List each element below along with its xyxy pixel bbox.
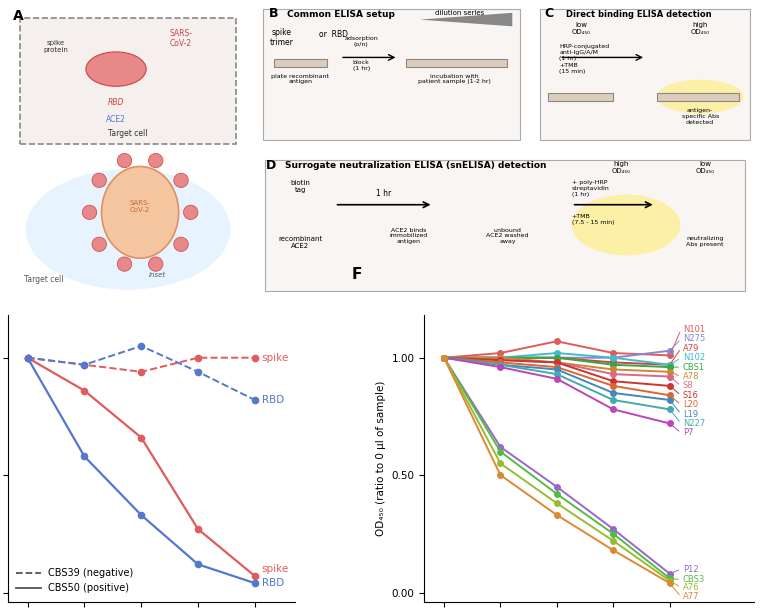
Text: low
OD₄₅₀: low OD₄₅₀ xyxy=(572,22,591,35)
Ellipse shape xyxy=(174,237,188,252)
Text: plate recombinant
antigen: plate recombinant antigen xyxy=(271,74,329,85)
Text: HRP-conjugated
anti-IgG/A/M
(1 hr): HRP-conjugated anti-IgG/A/M (1 hr) xyxy=(559,44,610,61)
Text: SARS-
CoV-2: SARS- CoV-2 xyxy=(130,200,151,213)
Text: S8: S8 xyxy=(683,381,693,390)
Text: high
OD₄₅₀: high OD₄₅₀ xyxy=(612,162,630,174)
FancyBboxPatch shape xyxy=(265,160,744,291)
FancyBboxPatch shape xyxy=(20,18,236,143)
Text: spike: spike xyxy=(261,353,289,363)
Text: Common ELISA setup: Common ELISA setup xyxy=(287,10,395,19)
Text: Surrogate neutralization ELISA (snELISA) detection: Surrogate neutralization ELISA (snELISA)… xyxy=(285,162,547,170)
Text: RBD: RBD xyxy=(261,395,284,405)
Circle shape xyxy=(101,167,178,258)
Text: F: F xyxy=(351,267,362,282)
Text: 1 hr: 1 hr xyxy=(376,189,392,198)
Text: neutralizing
Abs present: neutralizing Abs present xyxy=(687,236,724,247)
Legend: CBS39 (negative), CBS50 (positive): CBS39 (negative), CBS50 (positive) xyxy=(12,564,138,597)
Ellipse shape xyxy=(82,205,97,219)
Text: +TMB
(7.5 - 15 min): +TMB (7.5 - 15 min) xyxy=(572,214,614,225)
Text: C: C xyxy=(544,7,553,21)
Ellipse shape xyxy=(92,173,107,187)
Text: spike: spike xyxy=(261,564,289,574)
Ellipse shape xyxy=(149,257,163,271)
Text: incubation with
patient sample (1-2 hr): incubation with patient sample (1-2 hr) xyxy=(418,74,491,85)
Text: S16: S16 xyxy=(683,391,699,400)
Text: + poly-HRP
streptavidin
(1 hr): + poly-HRP streptavidin (1 hr) xyxy=(572,181,610,197)
Ellipse shape xyxy=(26,170,230,289)
Text: inset: inset xyxy=(149,272,165,278)
FancyBboxPatch shape xyxy=(539,9,750,140)
Text: high
OD₄₅₀: high OD₄₅₀ xyxy=(690,22,709,35)
Text: A77: A77 xyxy=(683,592,700,601)
Text: or  RBD: or RBD xyxy=(319,30,347,40)
Ellipse shape xyxy=(174,173,188,187)
Y-axis label: OD₄₅₀ (ratio to 0 μl of sample): OD₄₅₀ (ratio to 0 μl of sample) xyxy=(376,381,386,536)
FancyBboxPatch shape xyxy=(549,92,613,101)
Ellipse shape xyxy=(149,153,163,168)
Text: unbound
ACE2 washed
away: unbound ACE2 washed away xyxy=(486,227,529,244)
Text: +TMB
(15 min): +TMB (15 min) xyxy=(559,63,586,74)
Text: Target cell: Target cell xyxy=(24,275,63,284)
Text: spike
protein: spike protein xyxy=(43,41,69,54)
Text: A78: A78 xyxy=(683,372,700,381)
Text: low
OD₄₅₀: low OD₄₅₀ xyxy=(696,162,715,174)
Text: ACE2 binds
immobilized
antigen: ACE2 binds immobilized antigen xyxy=(389,227,427,244)
Text: P7: P7 xyxy=(683,429,693,437)
Text: biotin
tag: biotin tag xyxy=(290,181,310,193)
Text: adsorption
(o/n): adsorption (o/n) xyxy=(344,36,378,47)
Text: L19: L19 xyxy=(683,410,698,418)
Text: spike
trimer: spike trimer xyxy=(270,28,293,47)
Text: dilution series: dilution series xyxy=(434,10,484,16)
Text: SARS-
CoV-2: SARS- CoV-2 xyxy=(170,29,193,49)
Text: A: A xyxy=(12,9,23,23)
Ellipse shape xyxy=(572,195,680,255)
Text: N227: N227 xyxy=(683,419,705,428)
Text: block
(1 hr): block (1 hr) xyxy=(353,60,370,71)
Text: P12: P12 xyxy=(683,565,698,573)
Ellipse shape xyxy=(184,205,198,219)
Ellipse shape xyxy=(117,153,132,168)
Ellipse shape xyxy=(657,80,744,114)
Polygon shape xyxy=(420,13,512,26)
Text: ACE2: ACE2 xyxy=(106,115,126,124)
FancyBboxPatch shape xyxy=(263,9,520,140)
Text: N275: N275 xyxy=(683,334,705,344)
Text: B: B xyxy=(268,7,278,21)
Text: A76: A76 xyxy=(683,583,700,592)
Text: A79: A79 xyxy=(683,344,699,353)
Text: N101: N101 xyxy=(683,325,705,334)
Text: L20: L20 xyxy=(683,400,698,409)
FancyBboxPatch shape xyxy=(406,59,507,67)
Ellipse shape xyxy=(117,257,132,271)
Text: Target cell: Target cell xyxy=(108,129,148,138)
Text: antigen-
specific Abs
detected: antigen- specific Abs detected xyxy=(681,108,719,125)
Text: RBD: RBD xyxy=(261,578,284,588)
Text: N102: N102 xyxy=(683,353,705,362)
Text: CBS1: CBS1 xyxy=(683,362,705,371)
Text: D: D xyxy=(265,159,276,172)
FancyBboxPatch shape xyxy=(657,92,739,101)
Text: CBS3: CBS3 xyxy=(683,575,705,584)
Ellipse shape xyxy=(86,52,146,86)
Text: RBD: RBD xyxy=(108,98,124,107)
FancyBboxPatch shape xyxy=(274,59,327,67)
Text: recombinant
ACE2: recombinant ACE2 xyxy=(278,236,322,249)
Text: Direct binding ELISA detection: Direct binding ELISA detection xyxy=(565,10,712,19)
Ellipse shape xyxy=(92,237,107,252)
